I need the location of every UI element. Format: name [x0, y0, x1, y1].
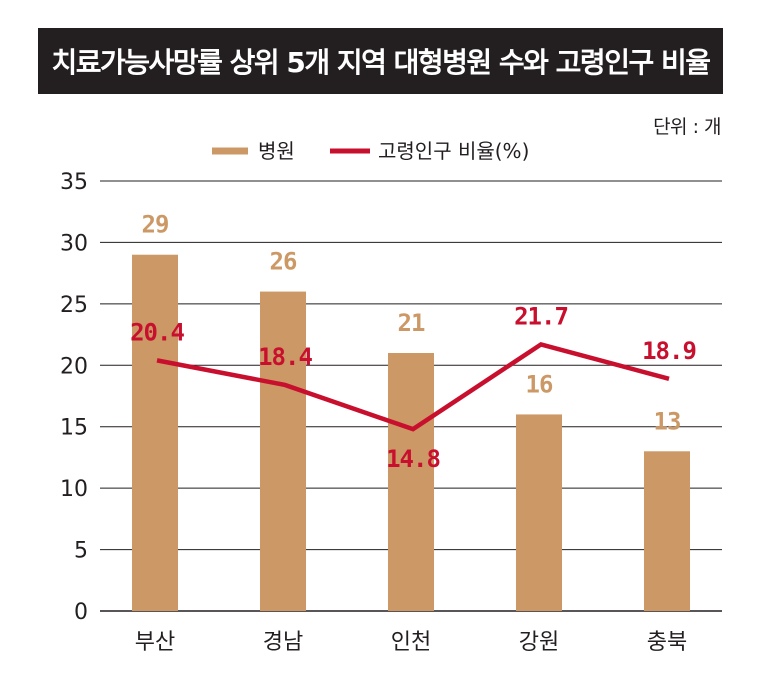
- y-tick-label: 25: [60, 293, 88, 318]
- x-tick-label: 강원: [519, 630, 559, 655]
- bar-value-label: 26: [270, 248, 297, 276]
- bar: [132, 254, 178, 611]
- bar: [260, 291, 306, 611]
- y-tick-label: 10: [60, 477, 88, 502]
- line-value-label: 18.4: [258, 343, 312, 371]
- bar-value-label: 13: [654, 407, 681, 435]
- y-tick-label: 20: [60, 354, 88, 379]
- bar-value-label: 29: [142, 211, 169, 239]
- x-tick-label: 부산: [135, 630, 175, 655]
- y-tick-label: 15: [60, 416, 88, 441]
- bar: [516, 414, 562, 611]
- x-tick-label: 충북: [647, 630, 687, 655]
- title-bar: 치료가능사망률 상위 5개 지역 대형병원 수와 고령인구 비율: [38, 28, 723, 94]
- bar: [644, 451, 690, 611]
- legend-label-line: 고령인구 비율(%): [378, 139, 529, 163]
- bar-value-label: 21: [398, 309, 425, 337]
- bar-value-label: 16: [526, 370, 553, 398]
- line-series-path: [156, 341, 670, 432]
- chart-title: 치료가능사망률 상위 5개 지역 대형병원 수와 고령인구 비율: [51, 46, 711, 79]
- y-tick-label: 35: [60, 170, 88, 195]
- line-value-label: 18.9: [642, 337, 696, 365]
- line-value-label: 20.4: [130, 318, 184, 346]
- bar: [388, 353, 434, 611]
- unit-label: 단위 : 개: [653, 116, 721, 138]
- y-tick-label: 30: [60, 231, 88, 256]
- x-tick-label: 인천: [391, 630, 431, 655]
- x-tick-label: 경남: [263, 630, 303, 655]
- legend-label-bar: 병원: [258, 139, 295, 163]
- line-value-label: 14.8: [386, 445, 440, 473]
- line-value-label: 21.7: [514, 302, 568, 330]
- y-tick-label: 0: [74, 600, 88, 625]
- y-tick-label: 5: [74, 539, 88, 564]
